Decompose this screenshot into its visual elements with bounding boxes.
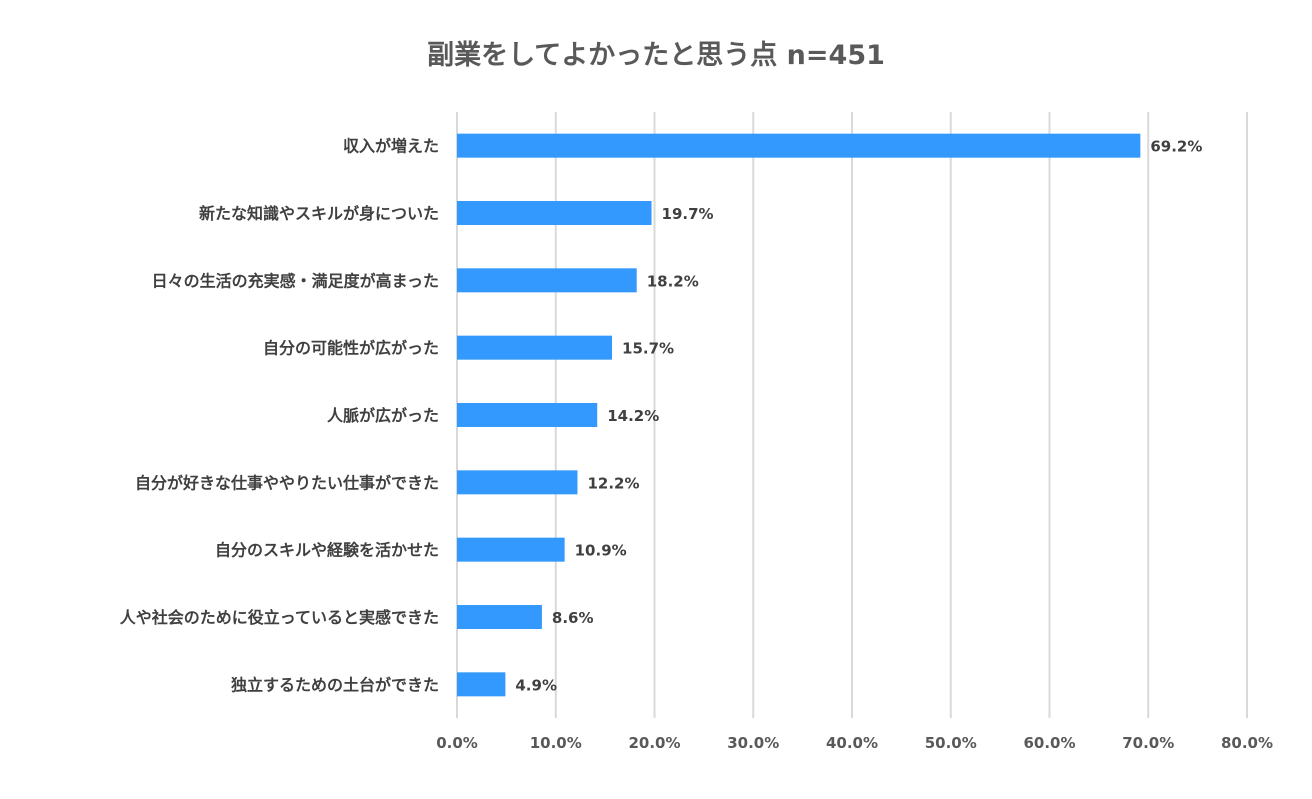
data-label: 10.9% bbox=[575, 542, 627, 560]
bar bbox=[457, 605, 542, 629]
bars bbox=[457, 133, 1141, 697]
x-tick-label: 50.0% bbox=[925, 734, 977, 752]
data-label: 12.2% bbox=[587, 474, 639, 492]
bar bbox=[457, 201, 652, 225]
bar bbox=[457, 403, 598, 427]
category-label: 独立するための土台ができた bbox=[231, 675, 439, 694]
data-label: 18.2% bbox=[647, 272, 699, 290]
x-axis-tick-labels: 0.0% 10.0% 20.0% 30.0% 40.0% 50.0% 60.0% 70.0% 8… bbox=[436, 734, 1273, 752]
x-tick-label: 10.0% bbox=[530, 734, 582, 752]
category-label: 自分のスキルや経験を活かせた bbox=[215, 541, 439, 560]
bar bbox=[457, 133, 1141, 158]
data-label: 8.6% bbox=[552, 609, 594, 627]
value-labels: 69.2% 19.7% 18.2% 15.7% 14.2% 12.2% 10.9% 8.6% 4… bbox=[515, 138, 1202, 695]
data-label: 19.7% bbox=[662, 205, 714, 223]
bar bbox=[457, 537, 565, 562]
category-label: 人や社会のために役立っていると実感できた bbox=[120, 608, 439, 627]
bar bbox=[457, 268, 637, 293]
data-label: 4.9% bbox=[515, 676, 557, 694]
data-label: 69.2% bbox=[1150, 138, 1202, 156]
bar bbox=[457, 335, 613, 360]
x-tick-label: 40.0% bbox=[826, 734, 878, 752]
x-tick-label: 20.0% bbox=[628, 734, 680, 752]
x-tick-label: 0.0% bbox=[436, 734, 478, 752]
data-label: 14.2% bbox=[607, 407, 659, 425]
category-label: 自分が好きな仕事ややりたい仕事ができた bbox=[135, 473, 439, 492]
x-tick-label: 80.0% bbox=[1221, 734, 1273, 752]
category-label: 自分の可能性が広がった bbox=[263, 339, 439, 358]
x-tick-label: 70.0% bbox=[1122, 734, 1174, 752]
bar bbox=[457, 470, 578, 495]
x-tick-label: 30.0% bbox=[727, 734, 779, 752]
category-labels: 収入が増えた新たな知識やスキルが身についた日々の生活の充実感・満足度が高まった自… bbox=[120, 137, 439, 695]
category-label: 収入が増えた bbox=[343, 137, 439, 156]
category-label: 新たな知識やスキルが身についた bbox=[199, 204, 439, 223]
data-label: 15.7% bbox=[622, 340, 674, 358]
category-label: 人脈が広がった bbox=[327, 406, 439, 425]
chart-title: 副業をしてよかったと思う点 n=451 bbox=[427, 40, 885, 71]
x-tick-label: 60.0% bbox=[1023, 734, 1075, 752]
bar bbox=[457, 672, 506, 697]
category-label: 日々の生活の充実感・満足度が高まった bbox=[152, 271, 439, 290]
